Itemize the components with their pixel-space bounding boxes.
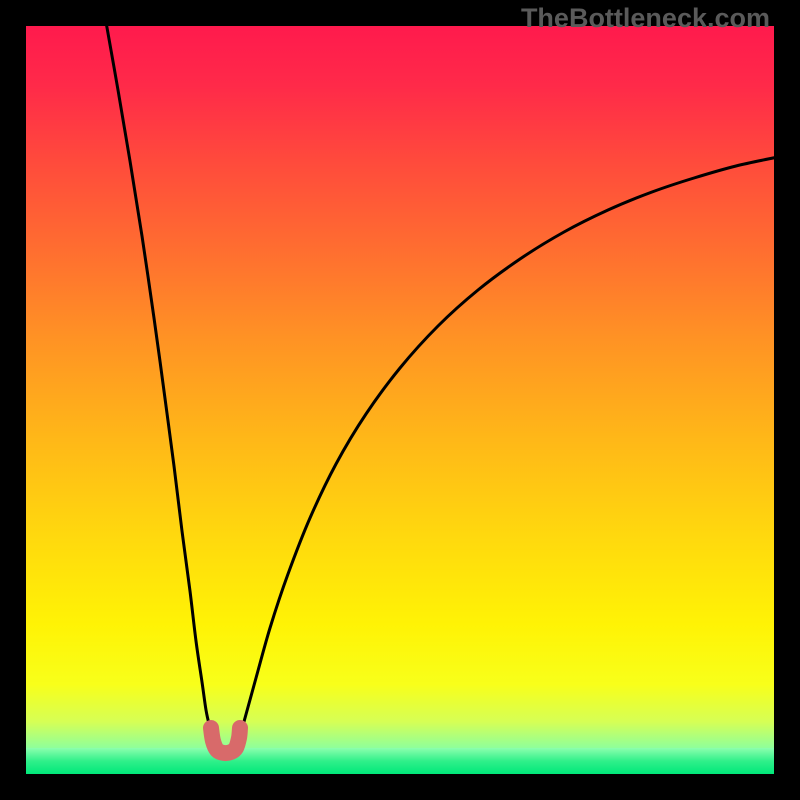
curve-overlay — [26, 26, 774, 774]
chart-frame — [0, 0, 800, 800]
watermark-text: TheBottleneck.com — [521, 3, 770, 34]
optimal-u-marker — [211, 728, 240, 753]
right-bottleneck-curve — [239, 157, 774, 739]
left-bottleneck-curve — [106, 26, 213, 739]
plot-area — [26, 26, 774, 774]
